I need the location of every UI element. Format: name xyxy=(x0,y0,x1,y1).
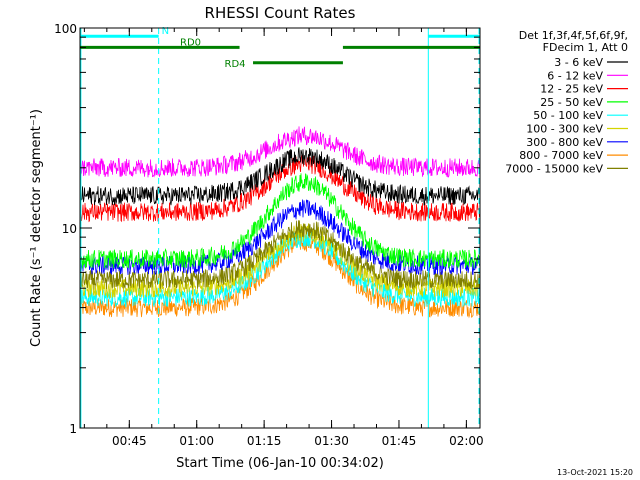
axis-layer: 00:45 01:00 01:15 01:30 01:45 02:00 1 10 100 xyxy=(54,22,484,448)
series-line-7000-15000-kev xyxy=(80,220,480,290)
x-tick-label: 01:15 xyxy=(247,434,282,448)
series-layer xyxy=(80,126,480,319)
x-tick-label: 01:00 xyxy=(179,434,214,448)
x-tick-label: 01:30 xyxy=(314,434,349,448)
y-tick-label: 10 xyxy=(62,222,77,236)
x-tick-label: 02:00 xyxy=(449,434,484,448)
y-tick-label: 100 xyxy=(54,22,77,36)
series-line-6-12-kev xyxy=(80,126,480,178)
x-axis-label: Start Time (06-Jan-10 00:34:02) xyxy=(176,456,384,471)
segment-label-rd0: RD0 xyxy=(180,37,201,48)
series-line-25-50-kev xyxy=(80,173,480,269)
x-tick-label: 00:45 xyxy=(112,434,147,448)
legend: Det 1f,3f,4f,5f,6f,9f, FDecim 1, Att 0 3… xyxy=(505,29,628,175)
y-axis-label: Count Rate (s⁻¹ detector segment⁻¹) xyxy=(29,109,44,347)
series-line-300-800-kev xyxy=(80,199,480,276)
legend-label: 6 - 12 keV xyxy=(547,69,603,82)
segment-label-rd4: RD4 xyxy=(225,59,246,70)
legend-label: 25 - 50 keV xyxy=(540,96,603,109)
plot-frame xyxy=(79,27,481,429)
legend-label: 300 - 800 keV xyxy=(526,136,603,149)
legend-label: 50 - 100 keV xyxy=(533,109,603,122)
legend-label: 3 - 6 keV xyxy=(554,56,603,69)
x-tick-label: 01:45 xyxy=(382,434,417,448)
chart-title: RHESSI Count Rates xyxy=(205,4,356,22)
overlay-layer: N RD0 RD4 xyxy=(80,26,480,428)
legend-header-line-1: Det 1f,3f,4f,5f,6f,9f, xyxy=(519,29,628,42)
legend-header-line-2: FDecim 1, Att 0 xyxy=(543,41,628,54)
y-tick-label: 1 xyxy=(69,422,77,436)
series-line-100-300-kev xyxy=(80,223,480,298)
legend-label: 100 - 300 keV xyxy=(526,123,603,136)
segment-label-n: N xyxy=(162,26,169,37)
legend-label: 800 - 7000 keV xyxy=(519,149,603,162)
series-line-12-25-kev xyxy=(80,154,480,223)
footer-timestamp: 13-Oct-2021 15:20 xyxy=(557,468,633,477)
legend-label: 7000 - 15000 keV xyxy=(505,162,603,175)
legend-label: 12 - 25 keV xyxy=(540,83,603,96)
series-line-3-6-kev xyxy=(80,147,480,206)
